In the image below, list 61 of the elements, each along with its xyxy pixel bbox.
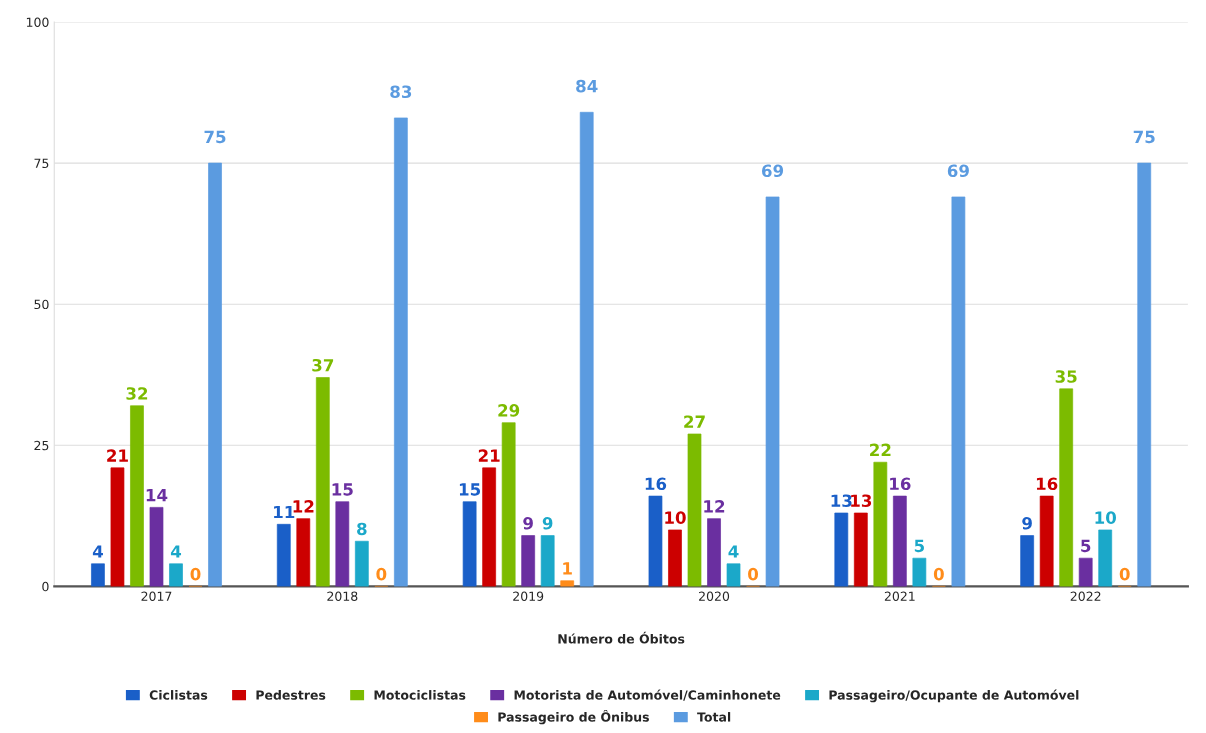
data-label: 22: [870, 443, 891, 456]
data-label: 15: [332, 483, 353, 496]
data-label: 11: [274, 505, 295, 519]
y-tick-label: 25: [34, 440, 49, 451]
data-label: 75: [1133, 130, 1155, 144]
x-tick-label: 2020: [699, 591, 730, 601]
data-label: 8: [357, 522, 367, 536]
data-label: 16: [890, 477, 911, 491]
legend-label: Pedestres: [256, 690, 326, 700]
data-label: 4: [170, 545, 182, 558]
data-label: 69: [947, 164, 969, 178]
data-label: 13: [831, 494, 852, 508]
data-label: 12: [293, 500, 314, 513]
data-label: 0: [1119, 567, 1130, 581]
legend-label: Passageiro de Ônibus: [498, 709, 649, 725]
y-tick-label: 0: [42, 581, 49, 592]
data-label: 13: [851, 494, 872, 508]
x-tick-label: 2019: [513, 591, 544, 601]
legend-label: Motorista de Automóvel/Caminhonete: [514, 689, 781, 701]
data-label: 75: [204, 130, 226, 144]
x-tick-label: 2018: [327, 591, 358, 601]
data-label: 5: [914, 539, 924, 553]
data-label: 0: [933, 567, 944, 581]
data-label: 9: [523, 517, 533, 530]
data-label: 84: [576, 79, 598, 93]
data-label: 10: [665, 511, 686, 524]
legend-label: Motociclistas: [374, 690, 466, 700]
data-label: 9: [542, 517, 553, 530]
data-label: 69: [761, 164, 784, 178]
x-axis-title: Número de Óbitos: [558, 631, 685, 644]
x-tick-label: 2021: [884, 591, 915, 601]
data-label: 0: [748, 567, 759, 581]
legend-label: Ciclistas: [149, 690, 208, 700]
data-label: 35: [1055, 370, 1077, 383]
data-label: 32: [126, 387, 148, 400]
x-tick-label: 2017: [141, 591, 172, 601]
data-label: 21: [107, 449, 128, 462]
legend-label: Total: [697, 712, 731, 722]
y-tick-label: 50: [34, 299, 49, 310]
data-label: 21: [478, 449, 500, 462]
data-label: 9: [1022, 517, 1032, 530]
x-tick-label: 2022: [1070, 591, 1101, 601]
data-label: 16: [1036, 477, 1058, 491]
data-label: 27: [684, 415, 705, 428]
data-label: 10: [1095, 511, 1117, 524]
data-label: 37: [312, 358, 334, 372]
data-label: 14: [146, 488, 168, 502]
data-label: 0: [376, 567, 387, 581]
data-label: 1: [563, 562, 572, 575]
data-label: 15: [459, 483, 481, 496]
data-label: 5: [1081, 539, 1091, 553]
data-label: 83: [390, 85, 412, 99]
data-label: 4: [728, 545, 739, 558]
data-label: 16: [645, 477, 667, 491]
data-label: 0: [190, 567, 201, 581]
legend-label: Passageiro/Ocupante de Automóvel: [829, 689, 1079, 703]
y-tick-label: 75: [34, 158, 49, 169]
data-label: 29: [498, 404, 520, 417]
y-tick-label: 100: [26, 17, 49, 27]
data-label: 12: [704, 500, 725, 513]
data-label: 4: [92, 545, 103, 558]
